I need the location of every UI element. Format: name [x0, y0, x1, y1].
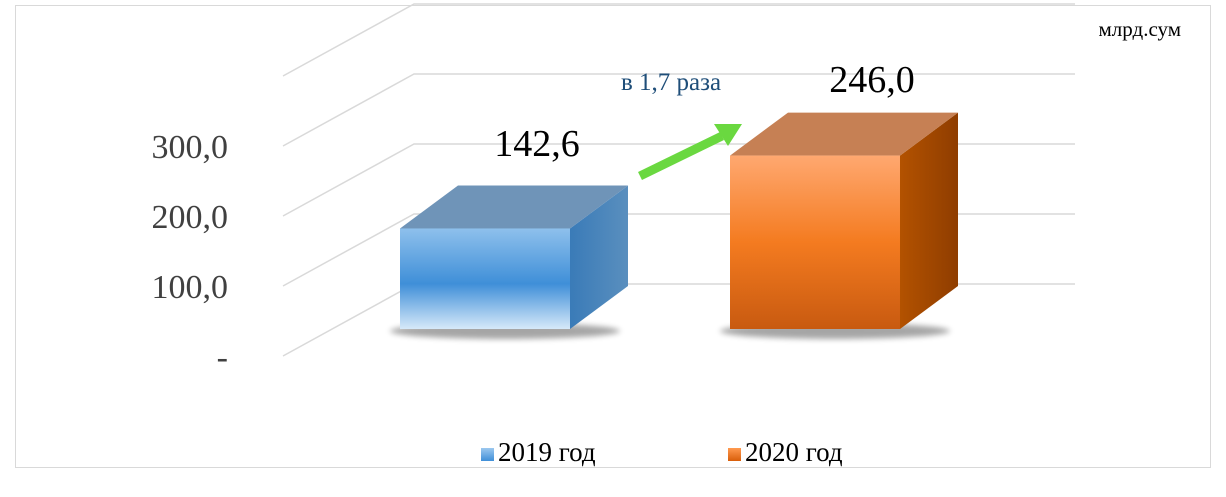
y-tick-label: 100,0 — [152, 269, 229, 306]
legend: 2019 год 2020 год — [0, 437, 1226, 471]
arrow-head — [714, 124, 742, 146]
growth-arrow — [638, 124, 742, 181]
data-label: 246,0 — [829, 59, 915, 101]
bars — [390, 112, 958, 339]
y-axis-ticks: - 100,0 200,0 300,0 — [152, 129, 229, 376]
data-labels: 142,6 246,0 в 1,7 раза — [494, 59, 915, 165]
gridline — [282, 73, 1075, 147]
unit-label: млрд.сум — [1098, 17, 1181, 41]
y-tick-label: - — [217, 339, 228, 376]
arrow-shaft — [638, 131, 724, 181]
data-label: 142,6 — [494, 123, 580, 165]
y-tick-label: 200,0 — [152, 199, 229, 236]
bar-side — [900, 112, 958, 329]
legend-swatch-2019 — [481, 448, 494, 461]
chart-frame — [15, 5, 1211, 468]
legend-label-2019: 2019 год — [498, 437, 596, 467]
growth-annotation: в 1,7 раза — [621, 69, 721, 96]
bar-top — [400, 185, 628, 229]
legend-swatch-2020 — [728, 448, 741, 461]
gridline — [282, 3, 1075, 77]
bar-side — [570, 185, 628, 329]
bar-front — [400, 228, 570, 329]
legend-item-2020: 2020 год — [728, 437, 843, 468]
bar-top — [730, 112, 958, 156]
legend-item-2019: 2019 год — [481, 437, 596, 468]
bar-2020 — [720, 112, 958, 339]
y-tick-label: 300,0 — [152, 129, 229, 166]
bar-front — [730, 155, 900, 329]
bar-2019 — [390, 185, 628, 339]
legend-label-2020: 2020 год — [745, 437, 843, 467]
